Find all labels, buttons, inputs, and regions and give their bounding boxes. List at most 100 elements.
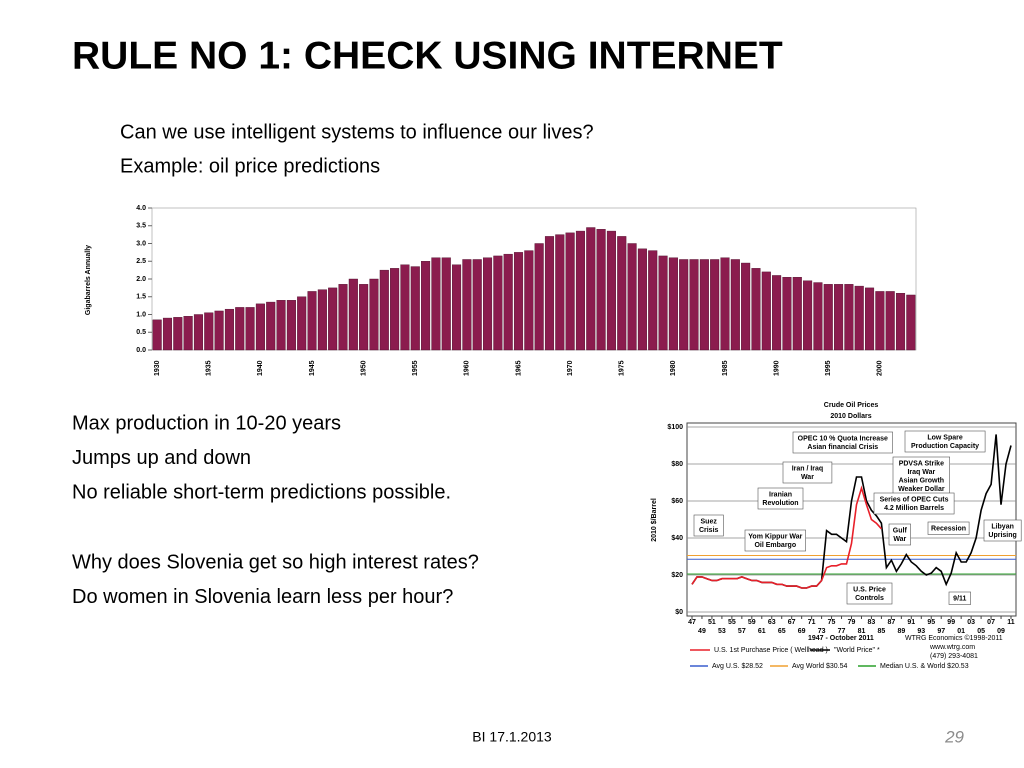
annotation-text: Weaker Dollar xyxy=(898,486,945,493)
x-tick-label: 65 xyxy=(778,628,786,635)
bar xyxy=(689,259,699,351)
bar xyxy=(772,275,782,351)
bar xyxy=(679,259,689,351)
bar xyxy=(410,266,420,351)
y-tick-label: 3.5 xyxy=(136,223,146,230)
annotation-box xyxy=(892,456,951,496)
credit: (479) 293-4081 xyxy=(930,653,978,660)
x-tick-label: 09 xyxy=(997,628,1005,635)
x-tick-label: 51 xyxy=(708,619,716,626)
x-tick-label: 59 xyxy=(748,619,756,626)
bar xyxy=(483,257,493,351)
bar xyxy=(823,284,833,351)
x-tick-label: 49 xyxy=(698,628,706,635)
annotation-text: Iranian xyxy=(769,491,792,498)
y-tick-label: 2.0 xyxy=(136,276,146,283)
annotation-text: Asian financial Crisis xyxy=(807,444,878,451)
x-tick-label: 93 xyxy=(917,628,925,635)
bar xyxy=(183,316,193,351)
annotation: Recession xyxy=(927,521,970,535)
annotation-text: Libyan xyxy=(991,523,1014,530)
bar xyxy=(813,282,823,351)
price-line xyxy=(691,485,882,589)
annotation-text: War xyxy=(893,536,906,543)
x-tick-label: 1960 xyxy=(464,360,471,376)
x-tick-label: 1945 xyxy=(309,360,316,376)
x-tick-label: 2000 xyxy=(877,360,884,376)
annotation-text: Iran / Iraq xyxy=(792,465,824,472)
bar xyxy=(348,278,358,351)
annotation-text: Low Spare xyxy=(927,434,963,441)
annotation: Iran / Iraq War xyxy=(782,461,833,484)
bar xyxy=(152,319,162,351)
annotation-text: OPEC 10 % Quota Increase xyxy=(798,435,888,442)
annotation-text: Suez xyxy=(701,518,718,525)
y-tick-label: 0.0 xyxy=(136,347,146,354)
bar xyxy=(400,264,410,351)
x-tick-label: 1950 xyxy=(360,360,367,376)
annotation-box xyxy=(983,519,1022,542)
y-tick-label: 1.5 xyxy=(136,294,146,301)
credit: www.wtrg.com xyxy=(929,644,975,651)
annotation: Gulf War xyxy=(888,523,911,546)
bar xyxy=(844,284,854,351)
y-tick-label: 4.0 xyxy=(136,205,146,212)
y-tick-label: $20 xyxy=(671,572,683,579)
slide-title: RULE NO 1: CHECK USING INTERNET xyxy=(72,34,783,77)
bar xyxy=(617,236,627,351)
x-tick-label: 1935 xyxy=(206,360,213,376)
bar xyxy=(245,307,255,351)
bar xyxy=(668,257,678,351)
x-tick-label: 47 xyxy=(688,619,696,626)
x-tick-label: 87 xyxy=(887,619,895,626)
annotation-text: Crisis xyxy=(699,527,719,534)
x-tick-label: 1930 xyxy=(154,360,161,376)
x-tick-label: 79 xyxy=(848,619,856,626)
bar xyxy=(658,255,668,351)
x-tick-label: 1940 xyxy=(257,360,264,376)
x-tick-label: 95 xyxy=(927,619,935,626)
annotation: Iranian Revolution xyxy=(757,487,804,510)
y-tick-label: 1.0 xyxy=(136,311,146,318)
x-tick-label: 57 xyxy=(738,628,746,635)
annotation-text: Iraq War xyxy=(907,469,935,476)
annotation-box xyxy=(873,492,955,515)
legend-label: "World Price" * xyxy=(834,647,880,654)
bar xyxy=(317,289,327,351)
annotation-box xyxy=(888,523,911,546)
annotation-text: Oil Embargo xyxy=(754,542,796,549)
y-tick-label: 3.0 xyxy=(136,240,146,247)
bar xyxy=(792,277,802,351)
legend-label: Avg U.S. $28.52 xyxy=(712,663,763,670)
bar xyxy=(627,243,637,351)
bar xyxy=(276,300,286,351)
x-tick-label: 89 xyxy=(897,628,905,635)
annotation: Yom Kippur War Oil Embargo xyxy=(744,529,806,552)
x-tick-label: 97 xyxy=(937,628,945,635)
bar xyxy=(730,259,740,351)
annotation-text: 9/11 xyxy=(953,595,966,602)
y-tick-label: $40 xyxy=(671,535,683,542)
bar xyxy=(338,284,348,351)
x-tick-label: 53 xyxy=(718,628,726,635)
x-tick-label: 73 xyxy=(818,628,826,635)
bar xyxy=(710,259,720,351)
y-axis-label: Gigabarrels Annually xyxy=(85,245,92,315)
annotation-box xyxy=(792,431,893,454)
bar xyxy=(648,250,658,351)
bar xyxy=(286,300,296,351)
annotation-text: Controls xyxy=(855,595,884,602)
x-tick-label: 77 xyxy=(838,628,846,635)
bar xyxy=(328,287,338,351)
annotation: Low Spare Production Capacity xyxy=(904,430,986,453)
x-tick-label: 1970 xyxy=(567,360,574,376)
bar xyxy=(255,303,265,351)
x-tick-label: 75 xyxy=(828,619,836,626)
bar xyxy=(895,293,906,351)
annotation: Series of OPEC Cuts 4.2 Million Barrels xyxy=(873,492,955,515)
bar xyxy=(575,230,585,351)
x-tick-label: 1990 xyxy=(773,360,780,376)
x-tick-label: 01 xyxy=(957,628,965,635)
bar xyxy=(173,317,183,351)
